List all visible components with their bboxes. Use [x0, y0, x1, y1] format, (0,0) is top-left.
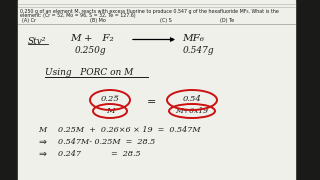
Bar [0, 0, 18, 180]
Text: (C) S: (C) S [160, 18, 172, 23]
Text: 0.25̅: 0.25̅ [100, 95, 119, 103]
Text: 0.547g: 0.547g [183, 46, 215, 55]
Text: Stv²: Stv² [28, 37, 46, 46]
Text: 0.54̇: 0.54̇ [183, 95, 201, 103]
Text: 0.247            =  28.5: 0.247 = 28.5 [58, 150, 140, 158]
Text: 0.250g: 0.250g [75, 46, 107, 55]
Text: (A) Cr: (A) Cr [22, 18, 36, 23]
Bar [18, 0, 295, 180]
Text: M: M [38, 126, 46, 134]
Text: M+6x19: M+6x19 [175, 107, 209, 115]
Text: 0.25M  +  0.26×6 × 19  =  0.547M: 0.25M + 0.26×6 × 19 = 0.547M [58, 126, 201, 134]
Text: ⇒: ⇒ [38, 138, 46, 147]
Text: (D) Te: (D) Te [220, 18, 234, 23]
Text: MF₆: MF₆ [182, 34, 204, 43]
Text: ⇒: ⇒ [38, 150, 46, 159]
Text: (B) Mo: (B) Mo [90, 18, 106, 23]
Text: element: (Cr = 52, Mo = 96, S = 32, Te = 127.6): element: (Cr = 52, Mo = 96, S = 32, Te =… [20, 13, 136, 18]
Text: 0.547M- 0.25M  =  28.5: 0.547M- 0.25M = 28.5 [58, 138, 155, 146]
Text: M: M [106, 107, 114, 115]
Text: =: = [147, 97, 157, 107]
Text: Using   PORC on M: Using PORC on M [45, 68, 133, 77]
Bar [295, 0, 320, 180]
Text: 0.250 g of an element M, reacts with excess fluorine to produce 0.547 g of the h: 0.250 g of an element M, reacts with exc… [20, 8, 279, 14]
Text: M +   F₂: M + F₂ [70, 34, 114, 43]
